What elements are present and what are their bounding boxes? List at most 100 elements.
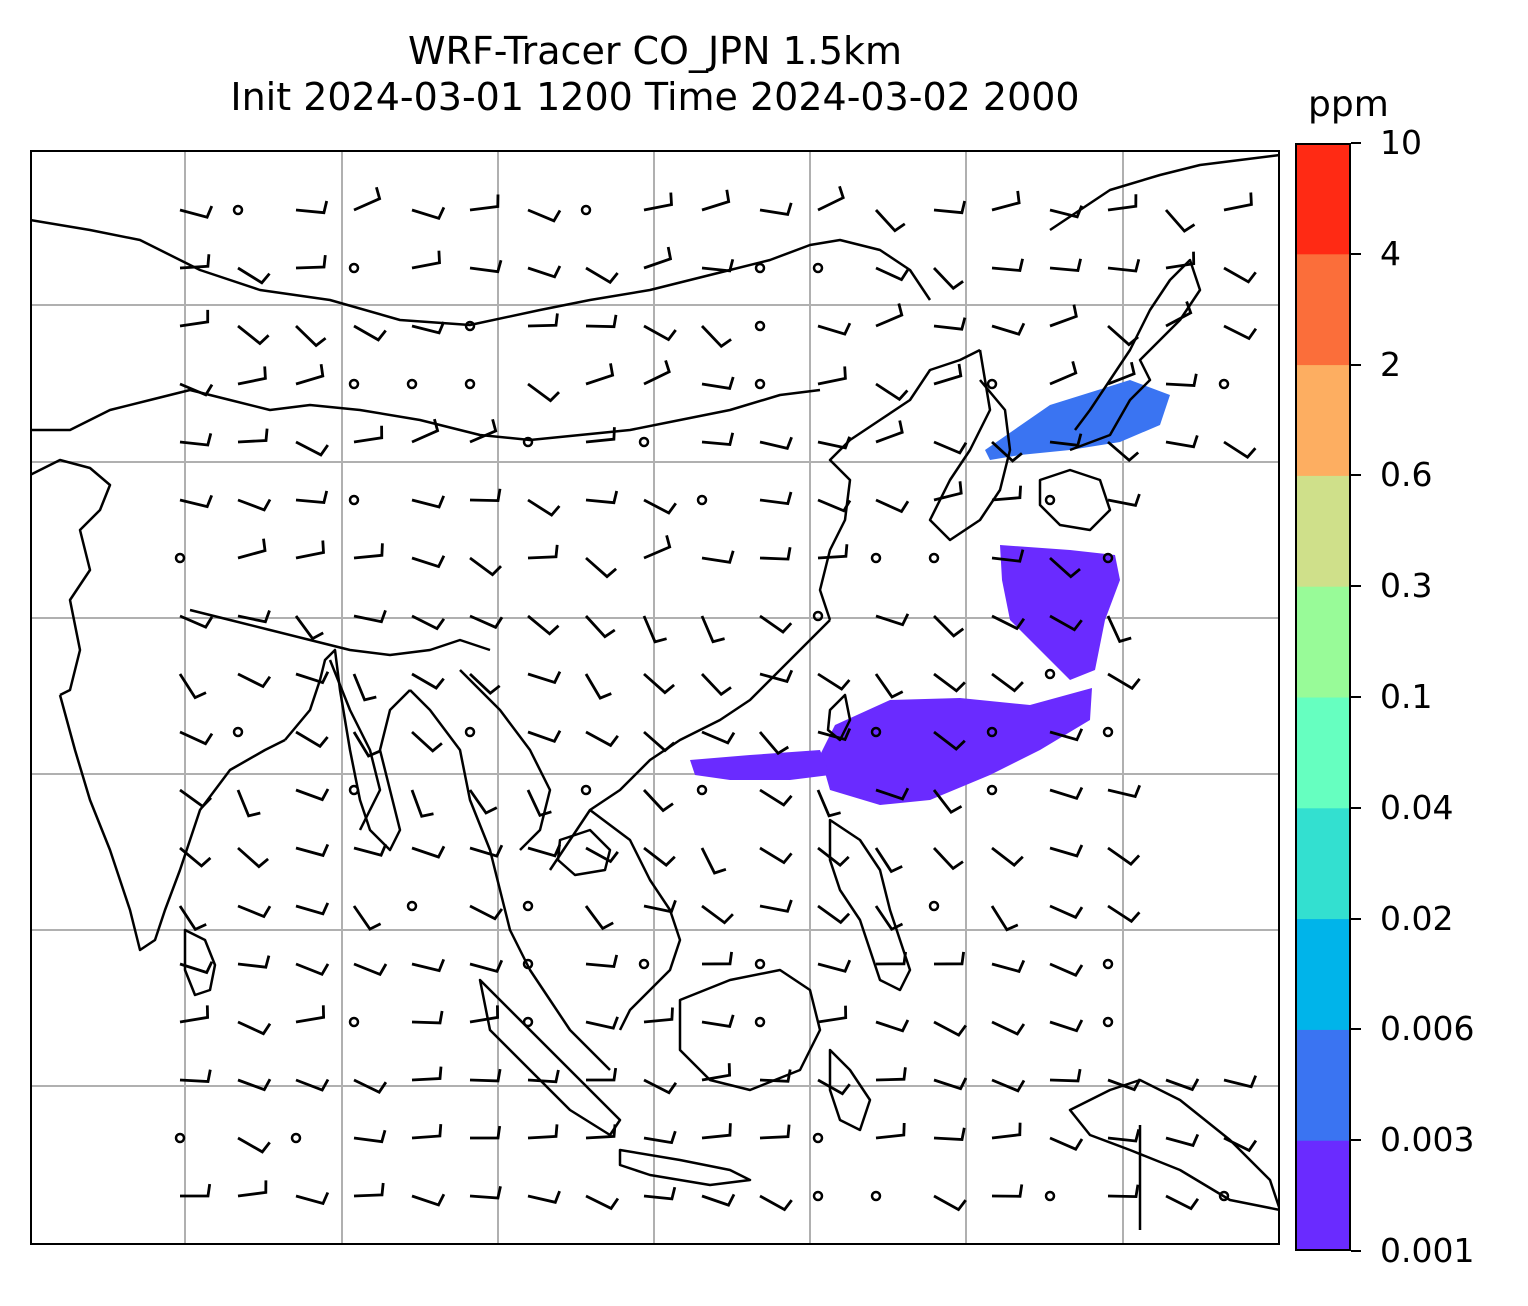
wind-barb <box>991 485 1022 502</box>
coast-sri-lanka <box>183 928 217 997</box>
wind-barb <box>933 363 963 386</box>
colorbar-tick-label: 0.1 <box>1380 677 1433 716</box>
colorbar-tick-mark <box>1351 474 1361 477</box>
calm-wind-marker <box>986 378 998 390</box>
colorbar-tick-label: 0.001 <box>1380 1231 1475 1270</box>
map-panel <box>30 150 1280 1245</box>
wind-barb <box>643 1186 677 1201</box>
wind-barb <box>643 846 676 867</box>
calm-wind-marker <box>754 320 766 332</box>
wind-barb <box>932 847 964 871</box>
wind-barb <box>817 1078 851 1096</box>
wind-barb <box>875 951 907 966</box>
calm-wind-marker <box>580 784 592 796</box>
wind-barb <box>817 185 845 212</box>
wind-barb <box>817 959 852 973</box>
wind-barb <box>1107 672 1141 691</box>
calm-wind-marker <box>638 958 650 970</box>
wind-barb <box>1049 433 1083 447</box>
wind-barb <box>527 730 562 744</box>
wind-barb <box>643 359 671 386</box>
wind-barb <box>991 258 1024 273</box>
wind-barb <box>469 1068 502 1083</box>
wind-barb <box>1164 209 1196 233</box>
wind-barb <box>933 1077 968 1091</box>
wind-barb <box>701 258 735 273</box>
lat-lon-gridlines <box>30 150 1280 1245</box>
colorbar <box>1295 143 1351 1251</box>
wind-barb <box>527 382 560 403</box>
wind-barb <box>527 670 562 685</box>
plume-south-china-sea <box>820 688 1092 805</box>
wind-barb <box>1049 614 1083 632</box>
wind-barb <box>759 846 793 865</box>
calm-wind-marker <box>348 1016 360 1028</box>
colorbar-segment <box>1295 586 1351 698</box>
coast-borneo <box>678 968 822 1092</box>
coast-korea <box>928 349 1012 542</box>
wind-barb <box>411 555 446 569</box>
wind-barb <box>759 436 793 451</box>
wind-barb <box>1107 1129 1141 1143</box>
colorbar-tick-label: 0.006 <box>1380 1009 1475 1049</box>
coast-japan-kyushu <box>1038 468 1112 532</box>
chart-title-line2: Init 2024-03-01 1200 Time 2024-03-02 200… <box>230 75 1080 119</box>
wind-barb <box>1107 1184 1140 1199</box>
wind-barb <box>875 1067 907 1082</box>
wind-barb <box>469 418 498 444</box>
wind-barb <box>178 673 207 700</box>
wind-barb <box>295 962 330 977</box>
wind-barb <box>643 899 677 914</box>
colorbar-unit: ppm <box>1308 84 1389 125</box>
calm-wind-marker <box>812 262 824 274</box>
wind-barb <box>932 789 963 815</box>
calm-wind-marker <box>522 900 534 912</box>
wind-barb <box>1049 258 1082 273</box>
calm-wind-marker <box>986 726 998 738</box>
coast-hainan <box>556 828 612 877</box>
calm-wind-marker <box>290 1132 302 1144</box>
wind-barb <box>584 615 616 639</box>
wind-barb <box>643 1130 677 1145</box>
wind-barb <box>237 1136 271 1154</box>
wind-barb <box>759 1194 793 1212</box>
wind-barb <box>991 1020 1026 1036</box>
wind-barb <box>817 366 847 386</box>
wind-barb <box>295 254 327 270</box>
wind-barb <box>933 730 966 751</box>
coastlines <box>30 153 1280 1230</box>
wind-barb <box>991 672 1024 693</box>
wind-barb <box>991 440 1023 463</box>
wind-barb <box>469 1005 500 1024</box>
wind-barb <box>527 208 562 223</box>
wind-barb <box>759 899 793 913</box>
wind-barb <box>643 192 673 212</box>
wind-barb <box>353 843 388 857</box>
wind-barb <box>1049 904 1084 920</box>
coast-china-east <box>818 348 981 621</box>
wind-barb <box>585 730 619 748</box>
wind-barb <box>817 1005 848 1024</box>
calm-wind-marker <box>754 378 766 390</box>
colorbar-tick-label: 0.3 <box>1380 566 1433 606</box>
wind-barb <box>991 846 1024 867</box>
wind-barb <box>1223 1075 1257 1089</box>
wind-barb <box>179 433 213 447</box>
wind-barb <box>411 206 446 220</box>
wind-barb <box>295 200 329 215</box>
colorbar-tick-mark <box>1351 696 1361 698</box>
wind-barb <box>179 614 214 629</box>
calm-wind-marker <box>812 1190 824 1202</box>
wind-barb <box>179 730 214 746</box>
colorbar-tick-label: 10 <box>1380 123 1422 162</box>
wind-barb <box>933 1020 967 1037</box>
wind-barb <box>1049 205 1083 219</box>
wind-barb <box>933 440 968 455</box>
colorbar-segment <box>1295 364 1351 476</box>
wind-barb <box>468 789 498 815</box>
colorbar-segment <box>1295 253 1351 366</box>
wind-barb <box>411 1123 443 1140</box>
calm-wind-marker <box>696 494 708 506</box>
wind-barb <box>817 322 852 336</box>
wind-barb <box>237 366 267 386</box>
